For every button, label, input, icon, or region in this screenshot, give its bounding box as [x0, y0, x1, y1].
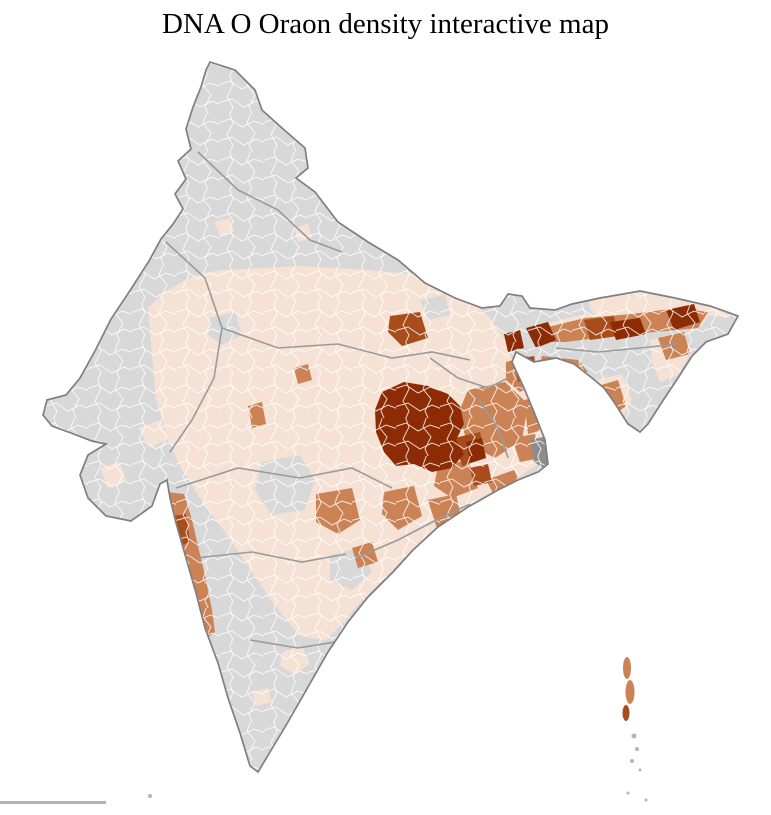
island[interactable] [625, 680, 635, 704]
map-title: DNA O Oraon density interactive map [162, 8, 609, 40]
map-frame-fragment [0, 801, 106, 804]
island[interactable] [644, 798, 648, 802]
island[interactable] [626, 791, 630, 795]
state-boundaries [165, 151, 679, 649]
island[interactable] [623, 657, 631, 679]
island[interactable] [630, 759, 634, 763]
island[interactable] [622, 705, 630, 721]
island[interactable] [631, 733, 637, 739]
island[interactable] [635, 747, 639, 751]
lakshadweep-island[interactable] [148, 794, 152, 798]
island[interactable] [638, 768, 642, 772]
andaman-nicobar-islands[interactable] [622, 657, 648, 802]
